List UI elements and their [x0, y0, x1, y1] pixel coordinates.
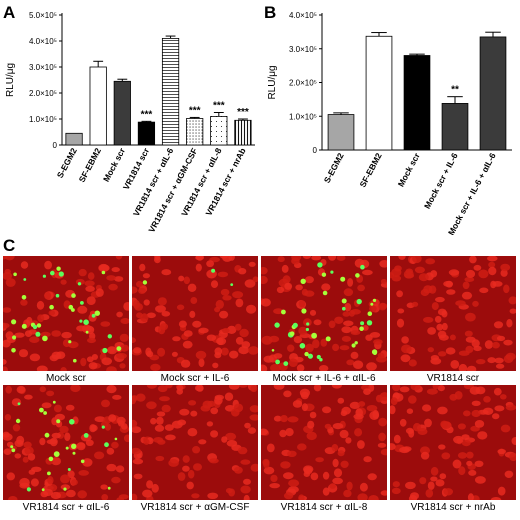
category-label: Mock scr — [396, 151, 422, 189]
panel-b-letter: B — [264, 3, 277, 22]
category-label: S-EGM2 — [55, 146, 79, 180]
y-axis-label: RLU/μg — [5, 63, 16, 97]
panel-a-letter: A — [3, 3, 16, 22]
y-tick-label: 5.0×10⁵ — [29, 11, 57, 20]
significance-label: *** — [141, 109, 153, 120]
category-label: SF-EBM2 — [357, 151, 383, 189]
category-label: SF-EBM2 — [77, 146, 103, 184]
bar — [234, 119, 252, 146]
y-tick-label: 3.0×10⁵ — [289, 45, 317, 54]
micrograph-3 — [261, 256, 387, 371]
micrograph-2 — [132, 256, 258, 371]
y-tick-label: 3.0×10⁵ — [29, 63, 57, 72]
chart-b: RLU/μg 0 1.0×10⁵ 2.0×10⁵ 3.0×10⁵ 4.0×10⁵ S-EGM… — [267, 11, 512, 235]
bar — [161, 38, 180, 146]
bar — [65, 132, 83, 146]
micrograph-6 — [132, 385, 258, 500]
micrograph-caption: Mock scr + IL-6 — [160, 373, 230, 384]
micrograph-5 — [3, 385, 129, 500]
bar — [137, 121, 156, 146]
y-tick-label: 0 — [53, 141, 58, 150]
micrograph-8 — [390, 385, 516, 500]
category-label: Mock scr + IL-6 — [422, 151, 460, 210]
category-label: S-EGM2 — [322, 151, 346, 185]
bar — [186, 118, 204, 146]
bar — [327, 114, 355, 151]
y-tick-label: 4.0×10⁵ — [289, 11, 317, 20]
micrograph-caption: VR1814 scr + αGM-CSF — [140, 502, 250, 513]
bar — [365, 35, 393, 151]
chart-a: RLU/μg 0 1.0×10⁵ 2.0×10⁵ 3.0×10⁵ 4.0×10⁵ 5.0×1… — [5, 11, 255, 234]
micrograph-7 — [261, 385, 387, 500]
y-tick-label: 2.0×10⁵ — [29, 89, 57, 98]
bar — [113, 80, 131, 146]
bar — [441, 103, 469, 151]
bar — [479, 36, 507, 151]
significance-label: ** — [451, 85, 459, 96]
micrograph-caption: VR1814 scr + αIL-8 — [280, 502, 368, 513]
micrograph-1 — [3, 256, 129, 371]
micrograph-caption: VR1814 scr — [426, 373, 480, 384]
significance-label: *** — [213, 101, 225, 112]
y-tick-label: 2.0×10⁵ — [289, 79, 317, 88]
y-axis-label: RLU/μg — [267, 65, 278, 99]
significance-label: *** — [189, 105, 201, 116]
micrograph-caption: VR1814 scr + αIL-6 — [22, 502, 110, 513]
micrograph-4 — [390, 256, 516, 371]
bar — [89, 66, 107, 146]
micrograph-caption: Mock scr — [46, 373, 86, 384]
y-tick-label: 0 — [313, 146, 318, 155]
y-tick-label: 1.0×10⁵ — [29, 115, 57, 124]
significance-label: *** — [237, 107, 249, 118]
micrograph-caption: Mock scr + IL-6 + αIL-6 — [272, 373, 376, 384]
y-tick-label: 1.0×10⁵ — [289, 112, 317, 121]
category-label: Mock scr — [101, 146, 127, 184]
panel-c-letter: C — [3, 236, 16, 255]
bar — [403, 55, 431, 151]
bar — [210, 116, 228, 146]
y-tick-label: 4.0×10⁵ — [29, 37, 57, 46]
micrograph-caption: VR1814 scr + nrAb — [410, 502, 496, 513]
